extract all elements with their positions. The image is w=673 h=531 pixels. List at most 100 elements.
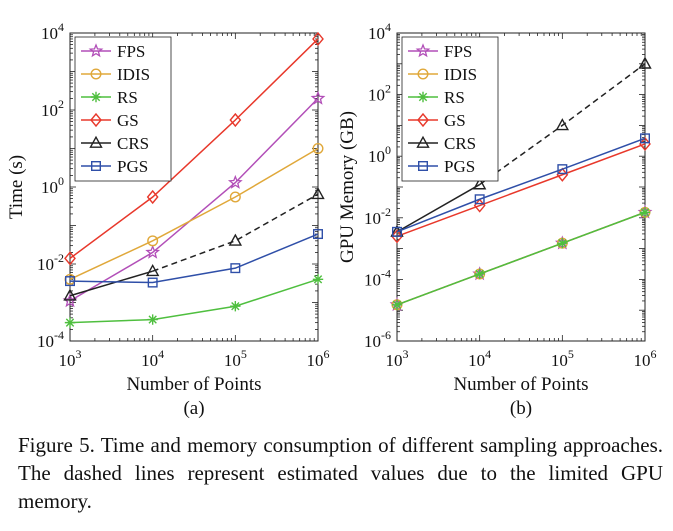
panel-a-legend-label: GS — [117, 111, 139, 130]
panel-b-pgs-point — [557, 164, 568, 175]
panel-a-legend-item-pgs: PGS — [81, 157, 148, 176]
panel-a-x-tick-label: 104 — [141, 347, 164, 370]
panel-a-legend-marker — [90, 68, 102, 80]
panel-a-legend-marker — [89, 135, 103, 148]
panel-a-crs-point — [63, 288, 77, 301]
panel-b-legend-label: IDIS — [444, 65, 477, 84]
panel-a-y-tick-label: 10-2 — [37, 251, 64, 274]
panel-a-fps-line — [69, 97, 319, 302]
panel-a-series-gs — [64, 31, 324, 266]
panel-a-legend-item-rs: RS — [81, 88, 138, 107]
panel-b-x-tick-label: 104 — [468, 347, 491, 370]
panel-b-crs-line — [396, 183, 481, 233]
panel-a-x-tick-label: 103 — [59, 347, 82, 370]
panel-b-legend-marker — [415, 43, 431, 58]
panel-a-series-crs — [63, 186, 325, 301]
panel-b-legend-label: FPS — [444, 42, 472, 61]
panel-a-panel-label: (a) — [183, 398, 204, 419]
panel-b-legend-box — [401, 36, 499, 182]
panel-b-rs-line — [396, 211, 646, 306]
panel-b-pgs-point — [474, 194, 485, 205]
panel-b-y-tick-label: 104 — [368, 20, 391, 43]
panel-b-legend-label: PGS — [444, 157, 475, 176]
panel-a-y-tick-label: 102 — [41, 97, 64, 120]
panel-b-crs-point — [472, 177, 487, 190]
panel-b-legend-marker — [418, 160, 429, 171]
panel-a-legend-label: CRS — [117, 134, 149, 153]
panel-b-rs-point — [639, 207, 651, 218]
panel-a-legend-item-gs: GS — [81, 111, 139, 130]
panel-a-gs-point — [229, 112, 242, 128]
panel-a-pgs-line — [69, 233, 319, 284]
panel-a-pgs-point — [64, 276, 75, 287]
panel-b-legend-label: RS — [444, 88, 465, 107]
panel-a-crs-point — [228, 233, 243, 246]
panel-b-panel-label: (b) — [510, 398, 532, 419]
panel-b-crs-line-estimated — [479, 63, 646, 186]
panel-b-legend-marker — [417, 91, 429, 103]
panel-b-legend-item-rs: RS — [408, 88, 465, 107]
panel-a-crs-point — [311, 186, 325, 200]
panel-a-y-axis-label: Time (s) — [6, 155, 27, 219]
panel-a-legend-label: IDIS — [117, 65, 150, 84]
panel-b-y-axis-label: GPU Memory (GB) — [337, 111, 358, 263]
figure-caption: Figure 5. Time and memory consumption of… — [18, 433, 663, 513]
panel-a-legend-item-crs: CRS — [81, 134, 149, 153]
panel-a-pgs-point — [147, 277, 158, 288]
panel-b-series-crs — [390, 56, 652, 237]
panel-b-rs-point — [474, 268, 485, 280]
panel-b-rs-point — [557, 237, 568, 249]
panel-a-rs-line — [69, 278, 319, 324]
panel-b-pgs-point — [392, 226, 403, 237]
panel-b-legend-item-gs: GS — [408, 111, 466, 130]
panel-a-legend-label: PGS — [117, 157, 148, 176]
panel-a-legend-marker — [90, 112, 102, 128]
panel-a-fps-point — [227, 174, 243, 189]
panel-b-x-tick-label: 106 — [634, 347, 657, 370]
panel-a-legend-marker — [90, 160, 101, 171]
panel-a-y-tick-label: 100 — [41, 174, 64, 197]
panel-b-x-tick-label: 103 — [386, 347, 409, 370]
panel-a-x-tick-label: 106 — [307, 347, 330, 370]
panel-b-y-tick-label: 10-4 — [364, 266, 391, 289]
panel-a-pgs-point — [313, 229, 324, 240]
panel-a-fps-point — [145, 244, 161, 259]
panel-b-crs-point — [555, 118, 570, 131]
panel-a-series-pgs — [64, 229, 324, 288]
panel-a-idis-line — [69, 147, 319, 281]
panel-b-legend-marker — [417, 68, 429, 80]
panel-b-y-tick-label: 102 — [368, 82, 391, 105]
panel-a-gs-point — [64, 251, 76, 266]
panel-b-legend-item-fps: FPS — [408, 42, 472, 61]
panel-a-x-tick-label: 105 — [224, 347, 247, 370]
panel-a-gs-point — [312, 31, 324, 47]
panel-b-chart: 103 104 105 106 10-6 10-4 10-2 100 102 104 Number … — [337, 20, 657, 419]
panel-b-legend-marker — [416, 135, 430, 148]
panel-a-rs-point — [147, 314, 158, 325]
panel-a-x-axis-label: Number of Points — [126, 374, 261, 395]
panel-a-rs-point — [64, 317, 76, 328]
panel-a-legend-label: FPS — [117, 42, 145, 61]
panel-a-legend-item-fps: FPS — [81, 42, 145, 61]
panel-b-pgs-point — [640, 133, 651, 144]
panel-a-legend-marker — [88, 43, 104, 58]
panel-b-legend-item-idis: IDIS — [408, 65, 477, 84]
panel-b-legend-marker — [417, 112, 429, 128]
panel-b-x-axis-label: Number of Points — [453, 374, 588, 395]
panel-a-legend-marker — [90, 91, 102, 103]
panel-b-y-tick-label: 10-6 — [364, 328, 391, 351]
panel-b-crs-point — [638, 56, 652, 69]
panel-b-y-tick-label: 10-2 — [364, 205, 391, 228]
panel-a-gs-line — [69, 38, 319, 259]
panel-a-series-rs — [64, 274, 324, 328]
panel-a-legend-box — [74, 36, 172, 182]
panel-b-x-tick-label: 105 — [551, 347, 574, 370]
panel-b-series-pgs — [392, 133, 651, 237]
panel-b-gs-point — [391, 229, 403, 244]
panel-b-pgs-line — [396, 137, 646, 233]
panel-a-crs-point — [145, 263, 160, 277]
panel-b-legend-label: GS — [444, 111, 466, 130]
panel-a-gs-point — [146, 189, 159, 205]
panel-a-fps-point — [310, 90, 326, 105]
panel-b-legend-item-pgs: PGS — [408, 157, 475, 176]
